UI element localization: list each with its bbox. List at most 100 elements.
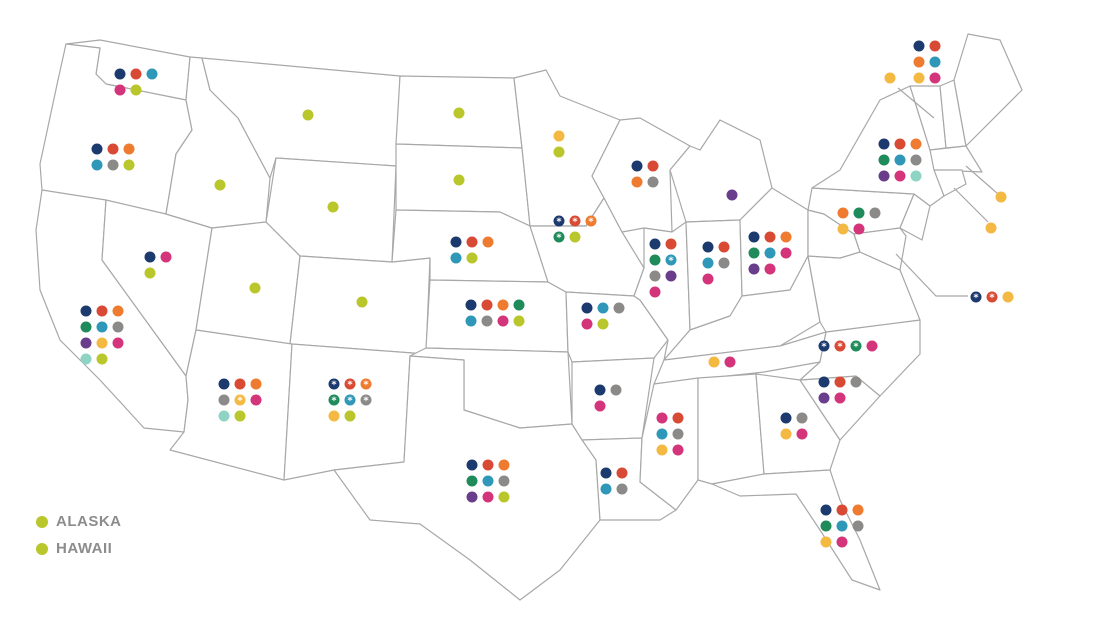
state-shape-me <box>953 33 1023 147</box>
marker-dot-wi-3 <box>647 176 659 188</box>
marker-dot-in-0 <box>702 241 714 253</box>
marker-dot-ca-7 <box>96 337 108 349</box>
state-markers-mn <box>553 130 565 158</box>
marker-dot-in-2 <box>702 257 714 269</box>
marker-dot-il-0 <box>649 238 661 250</box>
marker-dot-mo-0 <box>581 302 593 314</box>
state-shape-ar <box>571 357 655 441</box>
marker-dot-nd-0 <box>453 107 465 119</box>
callout-line-ma <box>965 165 999 195</box>
marker-dot-nc-3 <box>866 340 878 352</box>
marker-dot-pa-0 <box>837 207 849 219</box>
state-markers-ga <box>780 412 808 440</box>
marker-dot-nm-5 <box>360 394 372 406</box>
marker-dot-md-2 <box>1002 291 1014 303</box>
marker-dot-nc-2 <box>850 340 862 352</box>
marker-dot-la-0 <box>600 467 612 479</box>
legend-dot-hawaii <box>36 542 48 555</box>
marker-dot-oh-5 <box>780 247 792 259</box>
callout-lines <box>895 87 999 297</box>
marker-dot-ny-3 <box>878 154 890 166</box>
marker-dot-ar-1 <box>610 384 622 396</box>
marker-dot-in-4 <box>702 273 714 285</box>
marker-dot-ne-4 <box>466 252 478 264</box>
marker-dot-ca-1 <box>96 305 108 317</box>
state-markers-wy <box>327 201 339 213</box>
state-markers-nm: * * * * * * <box>328 378 372 422</box>
marker-dot-nc-1 <box>834 340 846 352</box>
marker-dot-wi-2 <box>631 176 643 188</box>
state-markers-wi <box>631 160 659 188</box>
marker-dot-ia-3 <box>553 231 565 243</box>
marker-dot-sc-3 <box>818 392 830 404</box>
marker-dot-ne-3 <box>450 252 462 264</box>
marker-dot-ca-4 <box>96 321 108 333</box>
star-icon: * <box>347 396 353 407</box>
state-markers-ca <box>80 305 124 365</box>
marker-dot-ga-3 <box>796 428 808 440</box>
marker-dot-az-0 <box>218 378 230 390</box>
marker-dot-nm-1 <box>344 378 356 390</box>
state-markers-az: * <box>218 378 262 422</box>
marker-dot-ny-2 <box>910 138 922 150</box>
marker-dot-oh-0 <box>748 231 760 243</box>
star-icon: * <box>237 396 243 407</box>
state-markers-ct <box>985 222 997 234</box>
state-shape-ct <box>933 169 967 197</box>
marker-dot-tx-5 <box>498 475 510 487</box>
marker-dot-me-2 <box>913 56 925 68</box>
state-markers-me <box>913 40 941 84</box>
marker-dot-az-2 <box>250 378 262 390</box>
marker-dot-il-1 <box>665 238 677 250</box>
marker-dot-ar-2 <box>594 400 606 412</box>
state-markers-ma <box>995 191 1007 203</box>
marker-dot-mo-1 <box>597 302 609 314</box>
marker-dot-ks-6 <box>497 315 509 327</box>
marker-dot-sd-0 <box>453 174 465 186</box>
marker-dot-ga-0 <box>780 412 792 424</box>
marker-dot-il-4 <box>649 270 661 282</box>
marker-dot-wi-1 <box>647 160 659 172</box>
star-icon: * <box>989 293 995 304</box>
marker-dot-ca-10 <box>96 353 108 365</box>
marker-dot-ca-9 <box>80 353 92 365</box>
marker-dot-tn-1 <box>724 356 736 368</box>
star-icon: * <box>588 217 594 228</box>
marker-dot-md-0 <box>970 291 982 303</box>
star-icon: * <box>363 396 369 407</box>
marker-dot-ms-0 <box>656 412 668 424</box>
marker-dot-tn-0 <box>708 356 720 368</box>
marker-dot-ga-2 <box>780 428 792 440</box>
marker-dot-ks-5 <box>481 315 493 327</box>
marker-dot-me-4 <box>913 72 925 84</box>
state-markers-la <box>600 467 628 495</box>
state-markers-mi <box>726 189 738 201</box>
marker-dot-ca-8 <box>112 337 124 349</box>
marker-dot-ca-5 <box>112 321 124 333</box>
marker-dot-nv-1 <box>160 251 172 263</box>
marker-dot-fl-3 <box>820 520 832 532</box>
marker-dot-tx-3 <box>466 475 478 487</box>
marker-dot-az-4 <box>234 394 246 406</box>
legend-item-hawaii: HAWAII <box>36 535 122 562</box>
state-markers-sd <box>453 174 465 186</box>
state-markers-sc <box>818 376 862 404</box>
marker-dot-me-0 <box>913 40 925 52</box>
marker-dot-oh-4 <box>764 247 776 259</box>
state-markers-in <box>702 241 730 285</box>
state-markers-pa <box>837 207 881 235</box>
marker-dot-in-1 <box>718 241 730 253</box>
marker-dot-ia-4 <box>569 231 581 243</box>
marker-dot-nm-3 <box>328 394 340 406</box>
state-markers-ny <box>878 138 922 182</box>
marker-dot-ca-6 <box>80 337 92 349</box>
state-markers-ar <box>594 384 622 412</box>
marker-dot-mo-2 <box>613 302 625 314</box>
marker-dot-la-2 <box>600 483 612 495</box>
marker-dot-ia-1 <box>569 215 581 227</box>
marker-dot-pa-4 <box>853 223 865 235</box>
state-markers-ut <box>249 282 261 294</box>
marker-dot-tx-1 <box>482 459 494 471</box>
marker-dot-pa-2 <box>869 207 881 219</box>
marker-dot-az-5 <box>250 394 262 406</box>
